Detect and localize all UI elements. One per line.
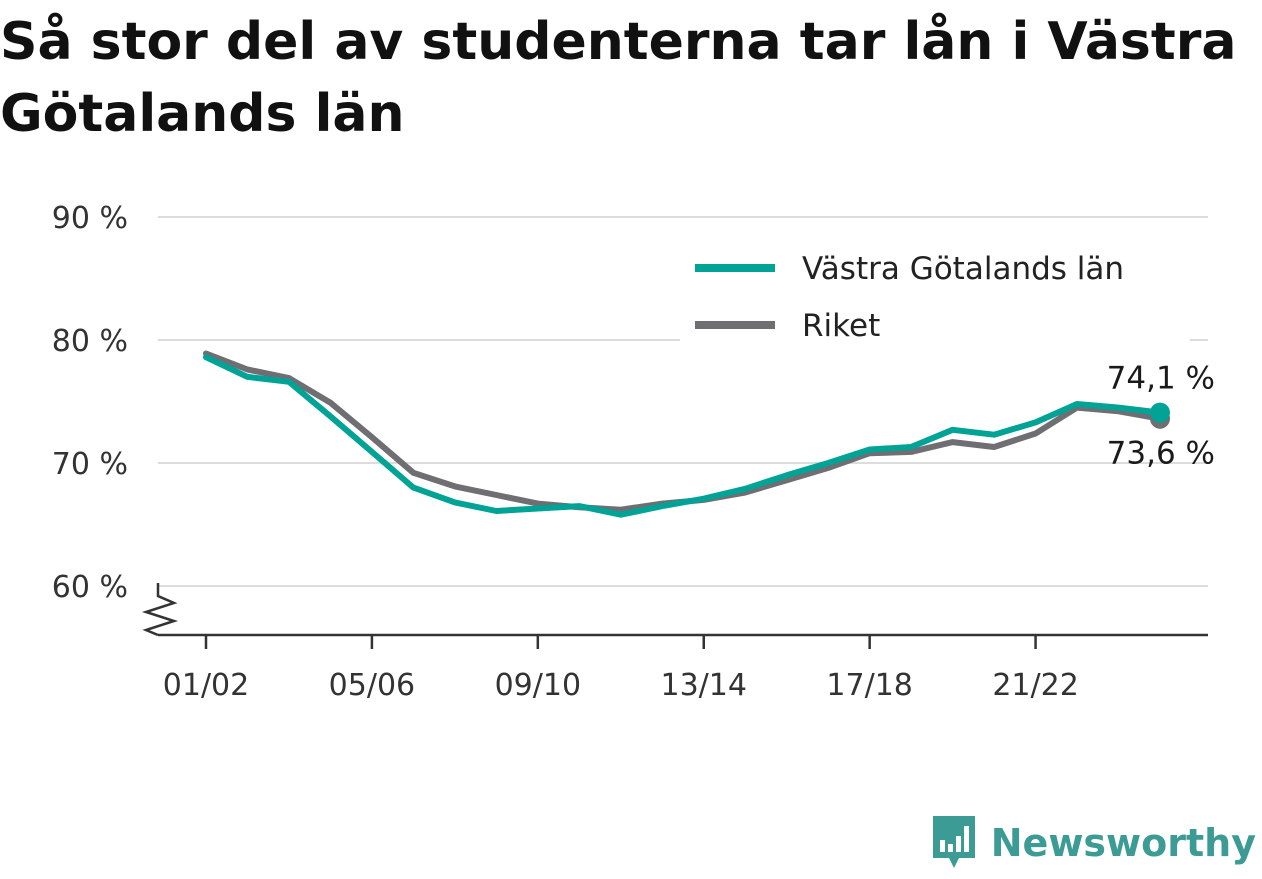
- legend: Västra Götalands län Riket: [680, 238, 1190, 348]
- x-tick-label: 09/10: [495, 668, 581, 703]
- x-tick-label: 13/14: [661, 668, 747, 703]
- legend-label: Västra Götalands län: [802, 251, 1124, 287]
- y-tick-label: 70 %: [52, 447, 128, 482]
- y-axis-tick-labels: 60 % 70 % 80 % 90 %: [52, 201, 128, 605]
- y-axis-break-marker: [141, 583, 179, 637]
- x-tick-label: 17/18: [826, 668, 912, 703]
- end-value-label: 74,1 %: [1107, 361, 1215, 397]
- series-lines: [203, 350, 1170, 518]
- x-tick-label: 01/02: [163, 668, 249, 703]
- series-line-v-stra-g-talands-l-n: [203, 354, 1163, 518]
- chart-title: Så stor del av studenterna tar lån i Väs…: [0, 12, 1237, 144]
- brand-name: Newsworthy: [990, 821, 1256, 865]
- x-tick-label: 05/06: [329, 668, 415, 703]
- legend-background: [680, 238, 1190, 348]
- y-tick-label: 90 %: [52, 201, 128, 236]
- y-tick-label: 80 %: [52, 324, 128, 359]
- x-axis: [141, 583, 1208, 637]
- newsworthy-logo-icon: [932, 816, 975, 868]
- end-point-v-stra-g-talands-l-n: [1150, 402, 1170, 423]
- y-tick-label: 60 %: [52, 570, 128, 605]
- end-value-label: 73,6 %: [1107, 436, 1215, 472]
- brand-logo: Newsworthy: [929, 813, 1256, 873]
- x-axis-tick-labels: 01/02 05/06 09/10 13/14 17/18 21/22: [163, 635, 1079, 703]
- x-tick-label: 21/22: [992, 668, 1078, 703]
- end-labels: 74,1 % 73,6 %: [1107, 361, 1215, 472]
- legend-label: Riket: [802, 308, 880, 344]
